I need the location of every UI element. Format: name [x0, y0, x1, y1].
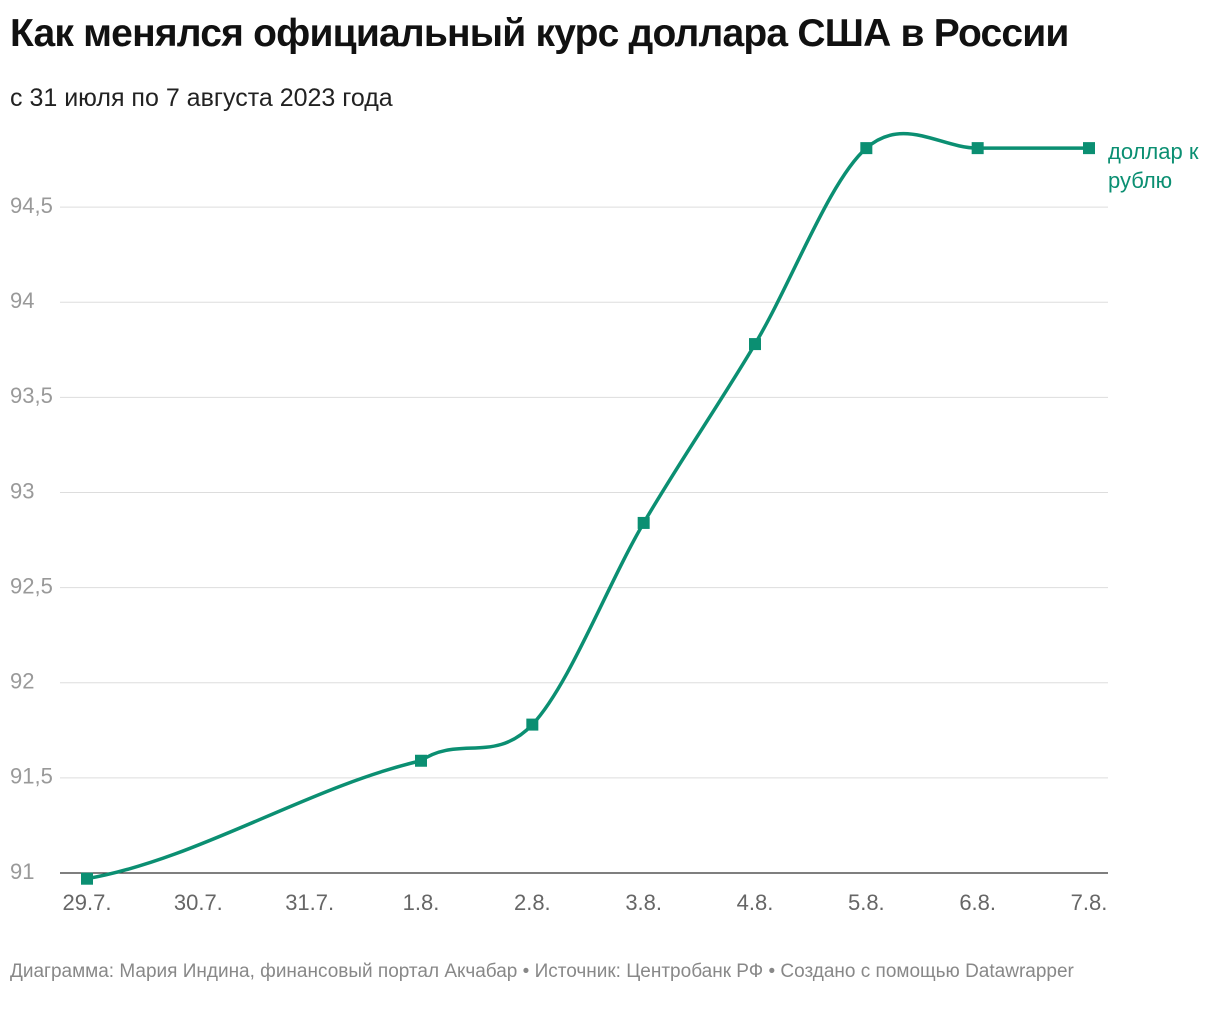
marker	[81, 872, 93, 885]
marker	[1083, 142, 1095, 155]
chart-title: Как менялся официальный курс доллара США…	[10, 12, 1069, 55]
x-tick-label: 29.7.	[63, 890, 112, 915]
source-note: Диаграмма: Мария Индина, финансовый порт…	[10, 961, 1074, 982]
y-tick-label: 91	[10, 859, 34, 884]
y-tick-label: 92,5	[10, 573, 53, 598]
x-tick-label: 30.7.	[174, 890, 223, 915]
marker	[860, 142, 873, 155]
marker	[526, 718, 539, 731]
y-tick-label: 94,5	[10, 193, 53, 218]
marker	[415, 754, 427, 767]
chart-subtitle: с 31 июля по 7 августа 2023 года	[10, 84, 393, 112]
x-tick-label: 4.8.	[737, 890, 774, 915]
y-tick-label: 92	[10, 669, 34, 694]
series-label: доллар к рублю	[1108, 139, 1199, 193]
y-tick-label: 91,5	[10, 764, 53, 789]
marker	[971, 142, 984, 155]
x-tick-label: 31.7.	[285, 890, 334, 915]
y-tick-label: 93,5	[10, 383, 53, 408]
marker	[749, 338, 761, 351]
x-tick-label: 6.8.	[959, 890, 996, 915]
x-tick-label: 5.8.	[848, 890, 885, 915]
y-tick-label: 94	[10, 288, 34, 313]
x-tick-label: 1.8.	[403, 890, 440, 915]
x-tick-label: 2.8.	[514, 890, 551, 915]
line	[86, 131, 1089, 881]
marker	[637, 516, 650, 529]
x-tick-label: 3.8.	[625, 890, 662, 915]
x-tick-label: 7.8.	[1071, 890, 1108, 915]
y-tick-label: 93	[10, 478, 34, 503]
